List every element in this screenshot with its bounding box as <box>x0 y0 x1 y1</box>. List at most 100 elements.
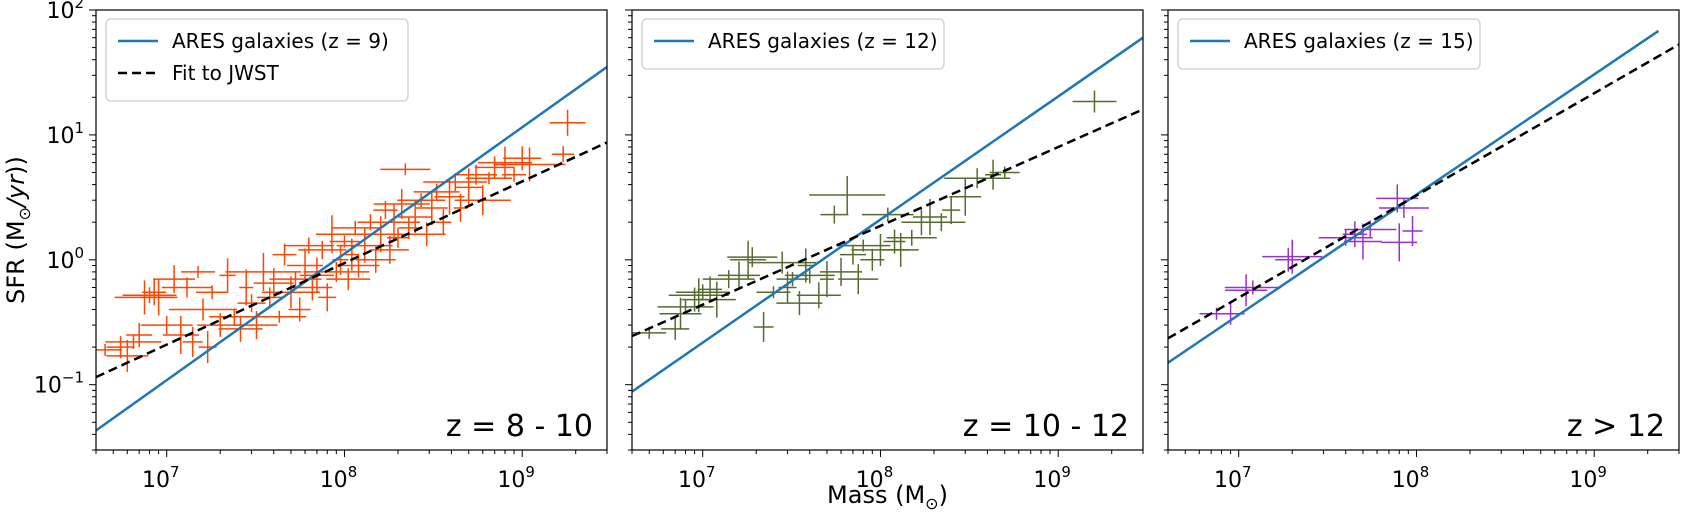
y-tick-label: 101 <box>46 119 84 149</box>
redshift-range-label: z = 10 - 12 <box>963 409 1129 444</box>
data-point <box>283 237 334 254</box>
data-point <box>820 257 863 286</box>
panel-1: 107 108 109 10−1 100 101 102 ARES galaxies (z =… <box>34 0 608 493</box>
data-point <box>1224 280 1281 295</box>
data-point <box>140 316 193 335</box>
data-point <box>256 287 283 308</box>
legend-label: ARES galaxies (z = 9) <box>172 29 389 53</box>
plot-frame <box>1167 9 1680 451</box>
points-group <box>96 109 586 372</box>
x-tick-label: 108 <box>320 463 358 493</box>
data-point <box>407 222 446 247</box>
data-point <box>809 176 886 215</box>
data-point <box>820 205 849 224</box>
data-point <box>368 203 421 242</box>
data-point <box>380 163 431 176</box>
data-point <box>753 311 774 342</box>
data-point <box>549 109 586 136</box>
plot-frame <box>631 9 1144 451</box>
data-point <box>882 232 919 267</box>
data-point <box>298 240 347 259</box>
data-point <box>106 336 135 359</box>
data-point <box>659 297 702 330</box>
jwst-fit-line <box>96 141 607 379</box>
data-point <box>730 240 767 279</box>
data-point <box>942 196 961 225</box>
y-tick-label: 100 <box>46 244 84 274</box>
data-point <box>1072 90 1117 113</box>
data-point <box>1262 239 1323 274</box>
ares-model-line <box>96 65 607 432</box>
data-point <box>698 276 723 303</box>
data-point <box>219 258 236 293</box>
legend-label: ARES galaxies (z = 12) <box>708 29 938 53</box>
plot-frame <box>95 9 608 451</box>
data-point <box>318 283 337 312</box>
legend: ARES galaxies (z = 9) Fit to JWST <box>105 18 409 102</box>
data-point <box>675 284 730 301</box>
data-point <box>239 269 254 306</box>
data-point <box>105 334 162 349</box>
data-point <box>1344 220 1397 239</box>
data-point <box>126 322 153 347</box>
legend: ARES galaxies (z = 15) <box>1177 18 1481 70</box>
redshift-range-label: z = 8 - 10 <box>446 409 593 444</box>
data-point <box>181 265 216 278</box>
legend: ARES galaxies (z = 12) <box>641 18 945 70</box>
data-point <box>209 308 260 325</box>
data-point <box>949 177 982 216</box>
data-point <box>718 261 761 290</box>
x-tick-label: 109 <box>497 463 535 493</box>
y-axis-label: SFR (M⊙/yr)) <box>2 156 34 304</box>
data-point <box>796 282 841 309</box>
data-point <box>386 227 409 248</box>
x-axis-label: Mass (M⊙) <box>827 481 948 513</box>
x-tick-label: 109 <box>1033 463 1071 493</box>
data-point <box>477 146 532 179</box>
x-tick-label: 109 <box>1569 463 1607 493</box>
data-point <box>474 156 515 179</box>
data-point <box>989 166 1020 179</box>
data-point <box>886 229 937 246</box>
data-point <box>415 190 448 225</box>
data-point <box>169 298 238 321</box>
data-point <box>253 268 294 299</box>
data-point <box>139 279 178 316</box>
panel-2: 107 108 109 ARES galaxies (z = 12) z = 10 - … <box>625 9 1144 493</box>
jwst-fit-line <box>632 108 1143 338</box>
legend-label: ARES galaxies (z = 15) <box>1244 29 1474 53</box>
data-point <box>161 277 212 298</box>
panel-3: 107 108 109 ARES galaxies (z = 15) z > 12 <box>1161 9 1680 493</box>
data-point <box>237 294 266 313</box>
legend-label: Fit to JWST <box>172 61 280 85</box>
data-point <box>839 244 866 265</box>
data-point <box>153 265 196 294</box>
data-point <box>1225 274 1268 307</box>
data-point <box>122 287 177 304</box>
data-point <box>819 261 834 298</box>
data-point <box>225 252 302 291</box>
data-point <box>398 201 433 234</box>
data-point <box>272 243 297 266</box>
data-point <box>493 147 566 182</box>
x-tick-label: 107 <box>678 463 716 493</box>
data-point <box>435 209 452 236</box>
points-group <box>632 90 1117 342</box>
data-point <box>1381 223 1418 262</box>
data-point <box>288 297 311 322</box>
data-point <box>326 268 371 291</box>
data-point <box>196 285 229 300</box>
data-point <box>944 168 1011 189</box>
data-point <box>503 146 542 171</box>
data-point <box>661 317 690 340</box>
x-tick-label: 107 <box>142 463 180 493</box>
data-point <box>1275 247 1302 272</box>
data-point <box>502 167 527 182</box>
redshift-range-label: z > 12 <box>1567 409 1665 444</box>
ares-model-line <box>632 36 1143 393</box>
jwst-fit-line <box>1168 43 1679 340</box>
data-point <box>315 215 348 254</box>
data-point <box>748 251 817 274</box>
x-tick-label: 108 <box>1392 463 1430 493</box>
